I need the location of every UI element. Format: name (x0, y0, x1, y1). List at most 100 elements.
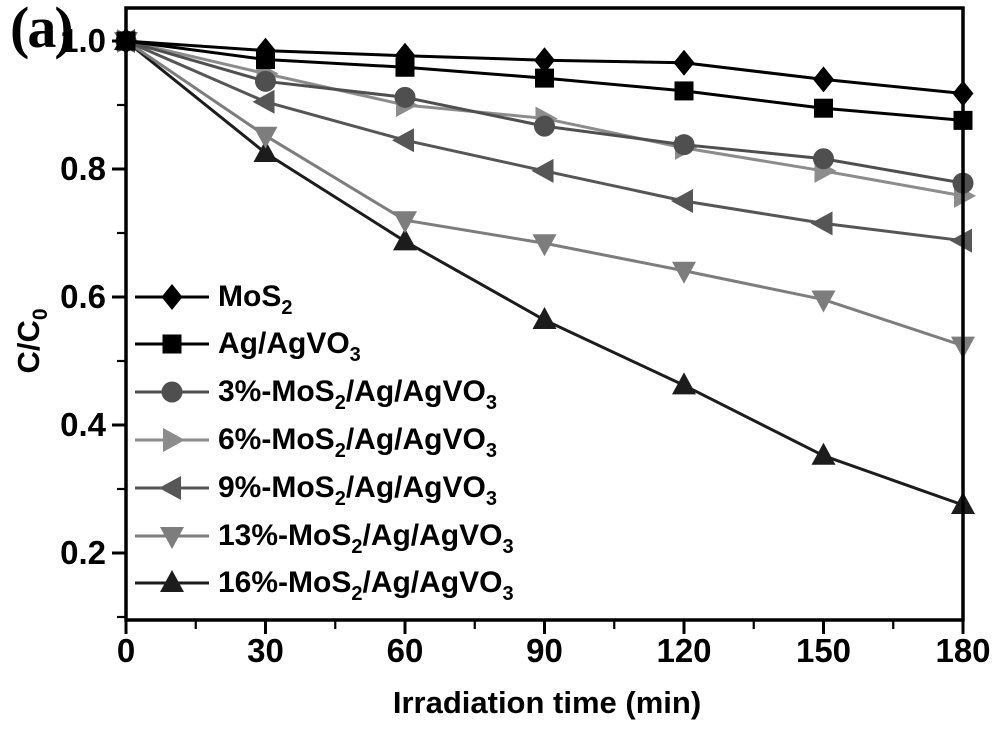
legend-item-16%-MoS2/Ag/AgVO3: 16%-MoS2/Ag/AgVO3 (134, 565, 514, 605)
plot-frame (124, 6, 965, 622)
square-legend-marker-icon (135, 334, 209, 354)
x-tick-label: 60 (387, 632, 424, 669)
legend-label-subscript: 3 (349, 344, 361, 366)
x-tick-label: 30 (247, 632, 284, 669)
data-point (252, 89, 275, 114)
legend-label-subscript: 2 (334, 392, 346, 414)
legend-label-subscript: 2 (334, 488, 346, 510)
legend-label-subscript: 3 (485, 440, 497, 462)
legend-marker (160, 527, 184, 549)
legend-item-13%-MoS2/Ag/AgVO3: 13%-MoS2/Ag/AgVO3 (134, 518, 514, 558)
y-tick-label: 1.0 (60, 22, 106, 59)
legend-label-text: /Ag/AgVO (345, 375, 486, 408)
data-point (811, 442, 836, 465)
legend-item-label: 6%-MoS2/Ag/AgVO3 (218, 423, 497, 462)
data-point (673, 134, 695, 156)
legend-marker (160, 570, 184, 592)
x-tick-label: 150 (796, 632, 851, 669)
panel-label: (a) (10, 0, 74, 60)
data-point (535, 68, 554, 88)
data-point (255, 37, 276, 64)
data-point (393, 228, 417, 251)
legend-label-text: 3%-MoS (218, 375, 335, 408)
data-point (813, 66, 834, 93)
legend-item-Ag/AgVO3: Ag/AgVO3 (134, 326, 361, 366)
data-point (811, 290, 836, 313)
legend-label-subscript: 3 (485, 488, 497, 510)
legend-item-label: MoS2 (218, 280, 292, 319)
legend-item-label: 13%-MoS2/Ag/AgVO3 (218, 519, 514, 558)
legend-label-text: 13%-MoS (218, 519, 352, 552)
legend-label-subscript: 2 (334, 440, 346, 462)
legend-item-3%-MoS2/Ag/AgVO3: 3%-MoS2/Ag/AgVO3 (134, 374, 497, 414)
data-point (394, 86, 416, 108)
triangle-up-legend-marker-icon (135, 570, 209, 592)
legend-marker (159, 476, 181, 500)
legend-label-text: MoS (218, 280, 282, 313)
legend-marker (161, 381, 183, 403)
legend-item-9%-MoS2/Ag/AgVO3: 9%-MoS2/Ag/AgVO3 (134, 470, 497, 510)
legend-item-label: 16%-MoS2/Ag/AgVO3 (218, 566, 514, 605)
legend-marker (162, 334, 182, 354)
legend-item-MoS2: MoS2 (134, 279, 292, 319)
data-point (255, 70, 276, 92)
data-point (253, 126, 278, 149)
y-axis-label: C/C0 (11, 308, 52, 374)
legend-label-subscript: 3 (485, 392, 497, 414)
legend-label-text: /Ag/AgVO (362, 519, 503, 552)
y-tick-label: 0.6 (60, 278, 106, 315)
data-point (393, 211, 417, 234)
axes-layer: 0 30 60 90 120 150 180 1.0 0.8 0.6 0.4 0.2 (60, 22, 990, 669)
triangle-left-legend-marker-icon (135, 476, 209, 500)
legend-marker (163, 428, 185, 452)
legend-label-text: 6%-MoS (218, 423, 335, 456)
data-point (532, 234, 557, 257)
y-tick-label: 0.8 (60, 150, 106, 187)
x-axis-label: Irradiation time (min) (392, 685, 702, 720)
legend-label-text: /Ag/AgVO (362, 566, 503, 599)
data-point (394, 42, 416, 69)
triangle-right-legend-marker-icon (135, 428, 209, 452)
legend-label-text: 16%-MoS (218, 566, 352, 599)
series-13%-MoS2/Ag/AgVO3 (114, 32, 975, 359)
x-tick-label: 180 (935, 632, 990, 669)
data-point (810, 211, 833, 236)
legend-label-subscript: 2 (351, 536, 363, 558)
data-point (253, 140, 278, 162)
data-point (950, 228, 972, 253)
legend-label-subscript: 3 (502, 583, 514, 605)
legend-item-label: 9%-MoS2/Ag/AgVO3 (218, 471, 497, 510)
x-tick-label: 90 (526, 632, 563, 669)
x-tick-label: 120 (656, 632, 711, 669)
legend-item-label: Ag/AgVO3 (218, 327, 361, 366)
legend-label-subscript: 2 (281, 297, 293, 319)
data-point (813, 148, 834, 170)
legend-label-subscript: 3 (502, 536, 514, 558)
data-point (673, 49, 695, 76)
x-tick-label: 0 (117, 632, 135, 669)
data-point (532, 307, 557, 330)
circle-legend-marker-icon (135, 381, 209, 403)
data-point (531, 158, 554, 183)
legend-label-subscript: 2 (351, 583, 363, 605)
data-point (534, 115, 555, 137)
legend-label-text: Ag/AgVO (218, 327, 350, 360)
y-tick-label: 0.2 (60, 534, 106, 571)
data-point (672, 372, 696, 395)
triangle-down-legend-marker-icon (135, 527, 209, 549)
legend-item-label: 3%-MoS2/Ag/AgVO3 (218, 375, 497, 414)
y-axis-label-text: C/C (11, 320, 46, 374)
data-point (392, 128, 414, 153)
legend-label-text: /Ag/AgVO (345, 423, 486, 456)
legend-label-text: 9%-MoS (218, 471, 335, 504)
series-MoS2 (115, 28, 974, 107)
legend-label-text: /Ag/AgVO (345, 471, 486, 504)
data-point (534, 47, 555, 74)
data-point (814, 98, 833, 118)
data-point (672, 261, 696, 284)
y-axis-label-subscript: 0 (29, 308, 52, 321)
diamond-legend-marker-icon (135, 284, 209, 310)
data-point (671, 189, 693, 213)
